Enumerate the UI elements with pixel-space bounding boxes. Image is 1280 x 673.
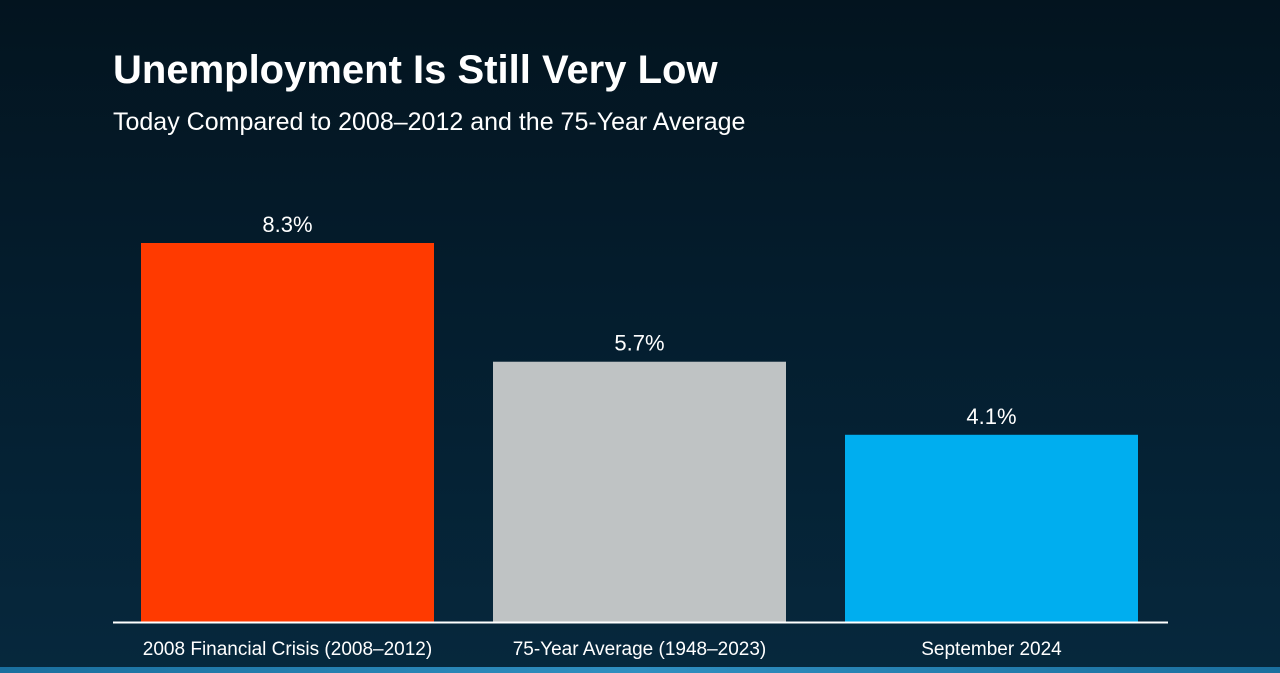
bar-2008-financial-crisis-2008-2012 <box>141 243 434 622</box>
chart-subtitle: Today Compared to 2008–2012 and the 75-Y… <box>113 108 746 136</box>
chart-title: Unemployment Is Still Very Low <box>113 48 718 92</box>
bottom-accent-strip <box>0 667 1280 673</box>
category-label-75-year-average-1948-2023: 75-Year Average (1948–2023) <box>513 639 767 660</box>
data-label-2008-financial-crisis-2008-2012: 8.3% <box>262 212 312 237</box>
data-label-september-2024: 4.1% <box>966 404 1016 429</box>
bar-september-2024 <box>845 434 1138 622</box>
category-label-september-2024: September 2024 <box>921 639 1062 660</box>
data-label-75-year-average-1948-2023: 5.7% <box>614 331 664 356</box>
category-label-2008-financial-crisis-2008-2012: 2008 Financial Crisis (2008–2012) <box>143 639 432 660</box>
bar-75-year-average-1948-2023 <box>493 361 786 622</box>
